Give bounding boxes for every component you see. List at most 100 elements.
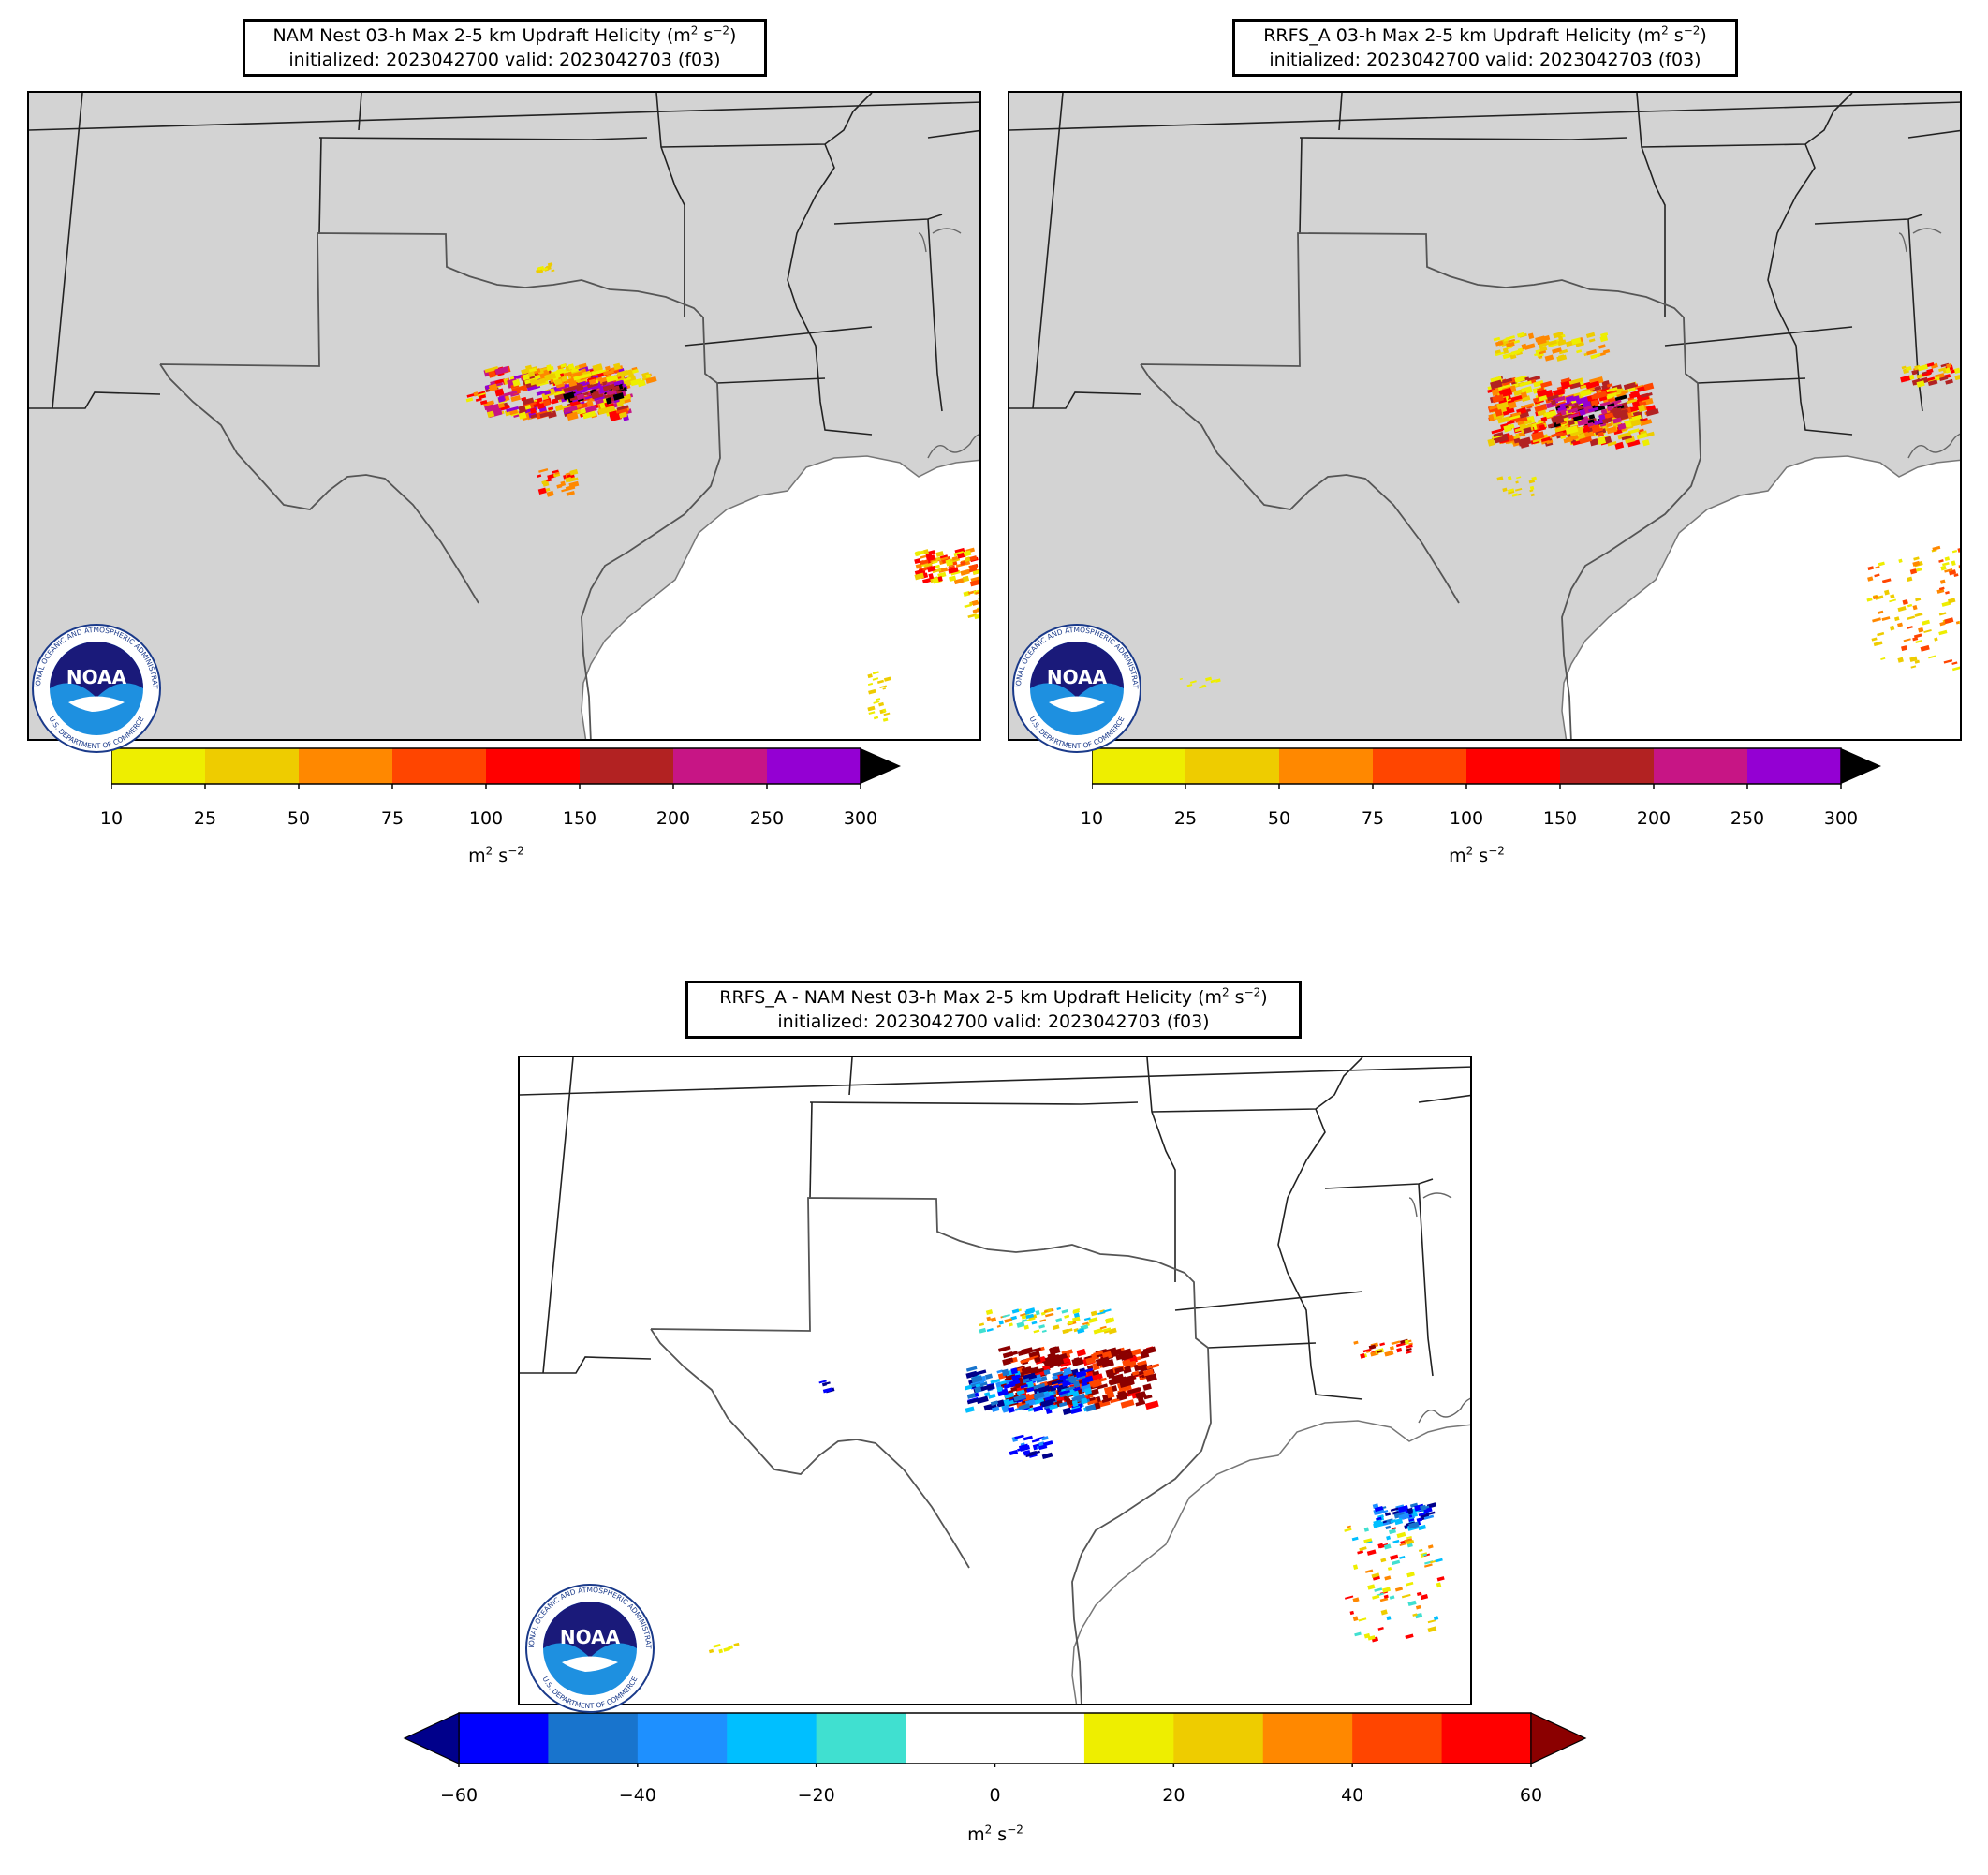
colorbar-segment — [767, 748, 861, 784]
helicity-cell — [546, 264, 552, 268]
helicity-cell — [1052, 1375, 1059, 1380]
colorbar-segment — [1185, 748, 1279, 784]
helicity-cell — [1010, 1367, 1018, 1375]
helicity-cell — [975, 1369, 987, 1376]
colorbar-rrfs-unit: m2 s−2 — [1449, 844, 1505, 866]
state-border — [1664, 326, 1853, 347]
helicity-cell — [1020, 1383, 1028, 1389]
helicity-cell — [601, 405, 616, 414]
helicity-cell — [978, 597, 979, 600]
helicity-cell — [473, 391, 479, 397]
helicity-cell — [1135, 1400, 1146, 1407]
helicity-cell — [1579, 408, 1586, 416]
title-line1: RRFS_A 03-h Max 2-5 km Updraft Helicity … — [1263, 23, 1707, 46]
colorbar-tick-label: −40 — [618, 1785, 656, 1806]
colorbar-tick-label: 50 — [1267, 808, 1291, 829]
helicity-cell — [1409, 1502, 1419, 1508]
helicity-cell — [1507, 488, 1515, 493]
colorbar-tick-label: 75 — [1361, 808, 1385, 829]
helicity-cell — [1907, 576, 1913, 582]
helicity-cell — [1529, 489, 1534, 493]
helicity-cell — [1008, 1406, 1015, 1413]
helicity-cell — [1911, 369, 1918, 376]
helicity-cell — [510, 394, 522, 403]
helicity-cell — [1926, 368, 1934, 374]
helicity-cell — [1957, 547, 1960, 553]
helicity-cell — [1923, 629, 1932, 634]
helicity-cell — [1914, 613, 1923, 617]
helicity-cell — [611, 379, 624, 387]
helicity-cell — [867, 673, 873, 679]
helicity-cell — [1362, 1348, 1372, 1353]
gulf-of-mexico — [1561, 455, 1960, 739]
helicity-cell — [1086, 1397, 1098, 1406]
helicity-cell — [523, 397, 535, 406]
helicity-cell — [937, 571, 947, 579]
helicity-cell — [1621, 435, 1633, 441]
helicity-cell — [1076, 1348, 1086, 1357]
helicity-cell — [1435, 1558, 1443, 1563]
helicity-cell — [1889, 598, 1897, 603]
helicity-cell — [1913, 633, 1922, 639]
colorbar-segment — [1092, 748, 1185, 784]
helicity-cell — [563, 377, 576, 385]
helicity-cell — [984, 1373, 994, 1380]
state-border — [1299, 137, 1303, 234]
helicity-cell — [1120, 1399, 1135, 1409]
helicity-cell — [1436, 1582, 1442, 1588]
helicity-cell — [537, 402, 546, 410]
state-border — [29, 391, 161, 409]
helicity-cell — [1405, 1344, 1413, 1350]
helicity-cell — [928, 573, 935, 580]
helicity-cell — [494, 366, 509, 376]
helicity-cell — [937, 576, 943, 583]
helicity-swath — [914, 547, 979, 587]
helicity-cell — [986, 1327, 994, 1333]
helicity-cell — [873, 701, 880, 704]
helicity-cell — [567, 363, 575, 370]
helicity-cell — [920, 554, 927, 559]
helicity-cell — [1950, 369, 1956, 374]
helicity-cell — [1018, 1443, 1029, 1452]
helicity-cell — [522, 373, 530, 381]
helicity-cell — [1511, 493, 1519, 497]
helicity-cell — [1396, 1531, 1406, 1539]
helicity-cell — [1581, 420, 1589, 426]
helicity-cell — [1352, 1616, 1359, 1622]
helicity-cell — [1585, 380, 1600, 390]
helicity-cell — [1501, 389, 1513, 397]
helicity-cell — [1074, 1393, 1085, 1399]
helicity-cell — [1383, 1594, 1389, 1599]
helicity-cell — [882, 687, 887, 690]
helicity-cell — [1617, 432, 1632, 440]
helicity-cell — [1085, 1356, 1097, 1365]
helicity-cell — [1591, 385, 1602, 391]
helicity-cell — [485, 403, 500, 413]
helicity-cell — [1639, 419, 1653, 426]
helicity-cell — [524, 364, 533, 370]
helicity-cell — [1600, 332, 1607, 337]
helicity-cell — [641, 376, 651, 381]
helicity-cell — [1517, 420, 1525, 426]
helicity-cell — [923, 562, 933, 568]
helicity-cell — [949, 575, 957, 583]
colorbar-segment — [1654, 748, 1747, 784]
helicity-cell — [541, 480, 547, 485]
helicity-cell — [1951, 560, 1956, 567]
helicity-cell — [1938, 612, 1947, 616]
helicity-cell — [573, 374, 586, 381]
helicity-cell — [645, 376, 657, 384]
helicity-cell — [569, 399, 581, 406]
helicity-cell — [608, 390, 617, 395]
helicity-cell — [948, 567, 959, 574]
helicity-cell — [1529, 485, 1535, 491]
helicity-swath — [1353, 1338, 1413, 1359]
helicity-cell — [1642, 438, 1650, 447]
helicity-cell — [957, 552, 966, 559]
helicity-cell — [1551, 399, 1556, 406]
louisiana-coast — [1907, 433, 1960, 459]
helicity-cell — [1433, 1616, 1439, 1621]
helicity-cell — [1602, 417, 1613, 424]
helicity-cell — [932, 560, 938, 565]
helicity-cell — [1352, 1564, 1359, 1570]
